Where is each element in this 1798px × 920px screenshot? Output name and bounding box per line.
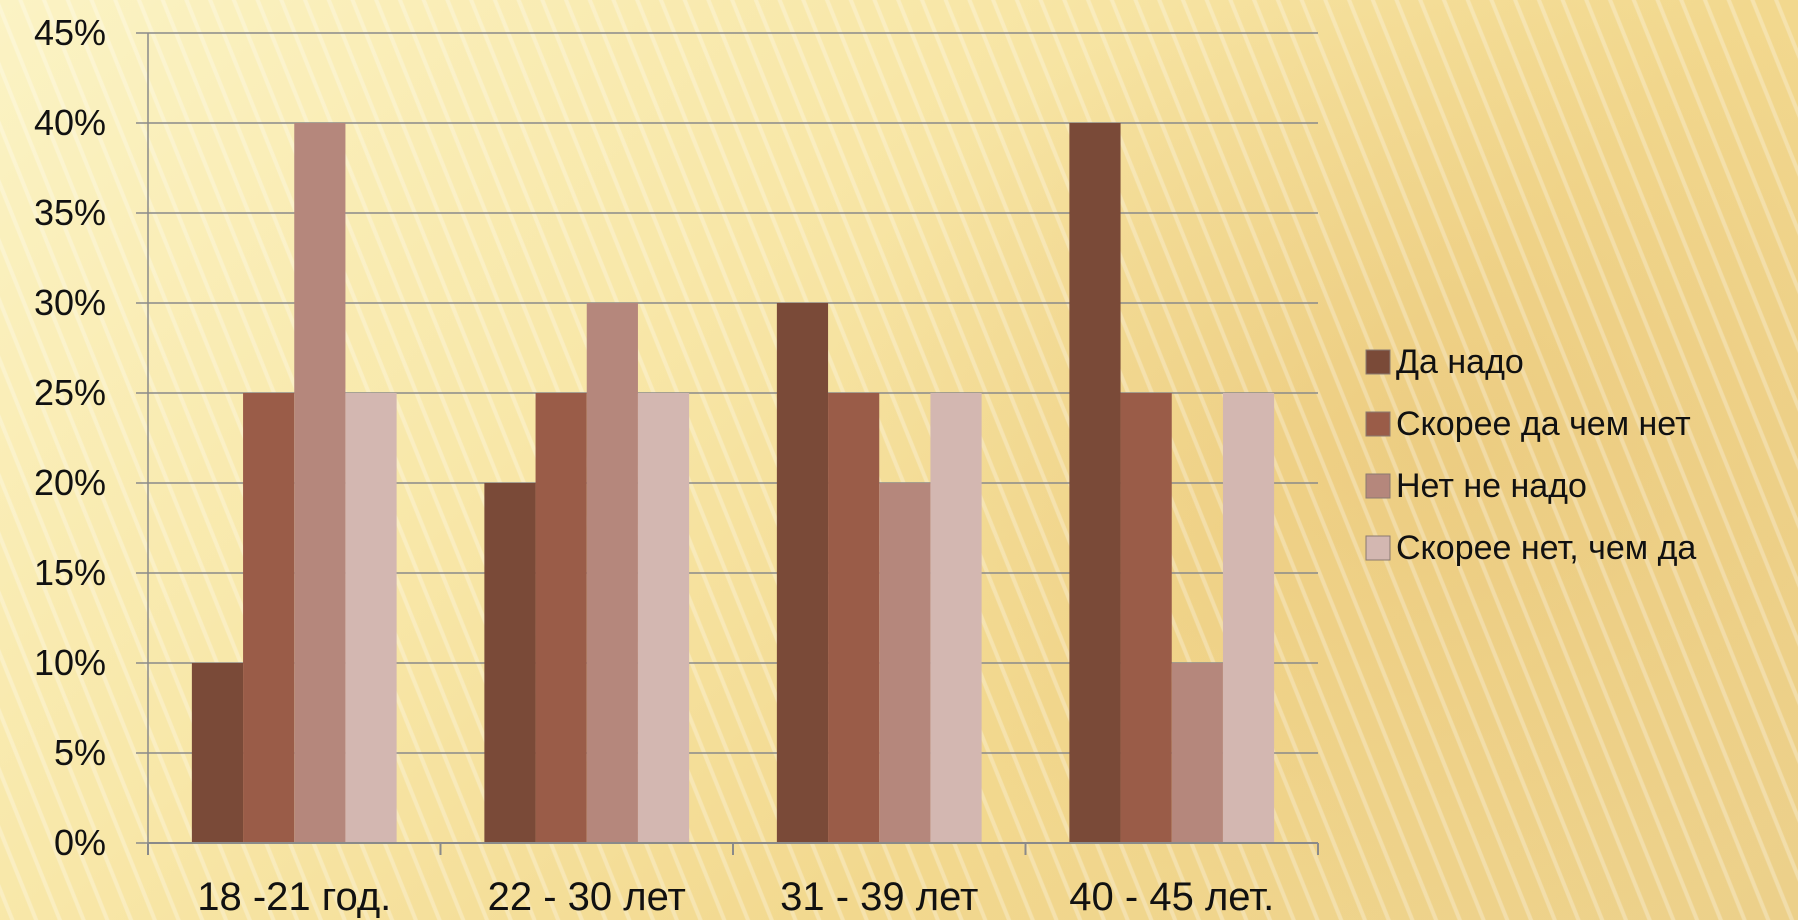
bar [1120,393,1172,843]
bar [879,483,931,843]
y-tick-label: 30% [34,282,106,323]
legend-label: Скорее да чем нет [1396,405,1691,443]
bar [776,303,829,843]
x-category-label: 18 -21 год. [197,875,391,919]
bar [1171,663,1223,843]
legend-swatch [1365,411,1391,437]
legend-swatch [1365,349,1391,375]
x-category-label: 22 - 30 лет [488,875,686,919]
y-tick-label: 0% [54,822,106,863]
bar [535,393,587,843]
legend-label: Нет не надо [1396,467,1587,505]
y-tick-label: 45% [34,12,106,53]
y-axis-tick-labels: 0% 5% 10% 15% 20% 25% 30% 35% 40% 45% [34,12,106,863]
bar [586,303,638,843]
bar [828,393,880,843]
legend-label: Скорее нет, чем да [1396,529,1696,567]
x-category-label: 40 - 45 лет. [1069,875,1274,919]
x-axis-category-labels: 18 -21 год. 22 - 30 лет 31 - 39 лет 40 - 45… [197,875,1274,919]
y-tick-label: 10% [34,642,106,683]
bar [930,393,982,843]
legend-label: Да надо [1396,343,1524,381]
y-tick-label: 40% [34,102,106,143]
bar [484,483,536,843]
bar [637,393,690,843]
bar [1069,123,1121,843]
y-tick-label: 5% [54,732,106,773]
y-tick-label: 35% [34,192,106,233]
legend-swatch [1365,473,1391,499]
x-axis [147,33,1319,855]
y-tick-label: 20% [34,462,106,503]
chart-bars [191,123,1275,843]
bar [191,663,244,843]
bar [243,393,295,843]
bar [345,393,397,843]
legend-swatch [1365,535,1391,561]
bar [294,123,346,843]
bar [1222,393,1275,843]
x-category-label: 31 - 39 лет [780,875,978,919]
y-tick-label: 15% [34,552,106,593]
chart-legend: Да надо Скорее да чем нет Нет не надо Скоре… [1365,343,1696,567]
y-tick-label: 25% [34,372,106,413]
